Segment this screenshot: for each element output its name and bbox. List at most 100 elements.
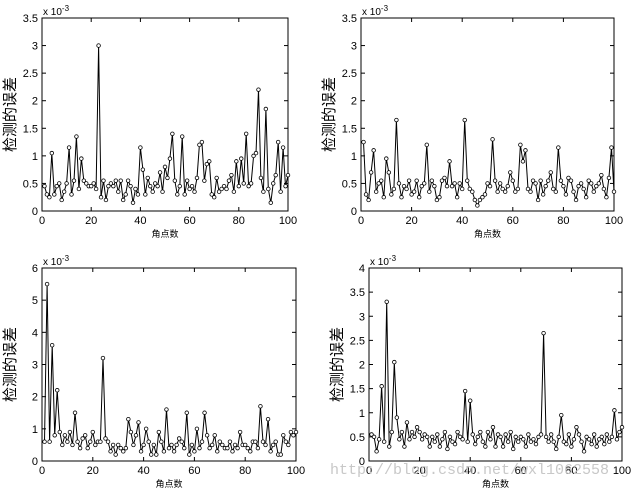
data-point (617, 429, 622, 435)
y-tick-label: 2 (351, 96, 357, 108)
data-point (561, 183, 566, 189)
data-point (440, 437, 445, 442)
data-point (563, 192, 569, 197)
y-tick-label: 1 (359, 408, 365, 420)
data-point (285, 172, 291, 178)
data-point (470, 189, 475, 194)
data-point (521, 437, 526, 442)
x-tick-label: 40 (137, 465, 149, 477)
y-tick-label: 3 (32, 360, 38, 372)
data-point (273, 439, 278, 444)
data-point (98, 195, 104, 200)
data-point (381, 195, 386, 200)
data-point (100, 355, 106, 361)
data-point (460, 186, 465, 192)
data-point (149, 452, 154, 457)
data-point (256, 87, 261, 92)
data-point (42, 439, 47, 444)
data-point (54, 183, 59, 189)
y-tick-label: 0.5 (23, 178, 38, 190)
data-point (106, 183, 111, 189)
data-point (531, 437, 536, 442)
data-point (177, 183, 182, 189)
data-point (283, 439, 289, 444)
data-point (546, 439, 551, 444)
plot-frame (41, 17, 289, 212)
data-point (234, 159, 239, 164)
data-point (465, 439, 470, 444)
data-point (215, 449, 220, 454)
data-point (583, 195, 589, 200)
data-point (429, 178, 435, 183)
data-point (77, 445, 83, 451)
data-point (165, 175, 170, 181)
y-tick-label: 5 (32, 295, 38, 307)
data-point (125, 178, 131, 183)
data-point (162, 164, 168, 170)
data-point (381, 439, 387, 444)
y-tick-label: 0 (351, 206, 357, 218)
x-tick-label: 20 (87, 465, 99, 477)
data-point (57, 181, 62, 186)
data-point (500, 444, 506, 449)
data-point (258, 175, 264, 181)
data-point (384, 299, 389, 304)
y-tick-label: 0.5 (350, 432, 365, 444)
data-point (224, 186, 229, 192)
data-point (376, 181, 381, 186)
data-point (47, 195, 52, 200)
data-point (278, 189, 283, 194)
data-point (601, 186, 607, 192)
x-tick-label: 20 (413, 465, 425, 477)
data-point (61, 189, 67, 194)
data-point (237, 429, 243, 435)
data-point (361, 139, 366, 145)
data-point (399, 195, 404, 200)
data-point (445, 446, 450, 452)
data-point (91, 181, 96, 186)
data-point (226, 178, 232, 183)
data-point (568, 178, 574, 183)
data-point (128, 183, 133, 189)
data-point (520, 159, 526, 164)
data-point (619, 425, 625, 430)
data-point (604, 195, 609, 200)
data-point (495, 432, 501, 437)
data-point (591, 432, 597, 437)
data-point (194, 426, 200, 432)
data-point (172, 178, 178, 183)
data-point (148, 183, 153, 189)
data-point (538, 432, 544, 437)
data-point (182, 192, 187, 197)
data-point (594, 444, 599, 449)
data-point (530, 178, 536, 183)
data-point (533, 181, 538, 186)
data-point (543, 434, 549, 440)
data-point (133, 433, 139, 438)
data-point (556, 145, 561, 150)
data-point (184, 178, 190, 183)
data-point (540, 192, 546, 197)
data-point (546, 178, 551, 183)
data-point (387, 444, 392, 449)
data-point (599, 172, 604, 178)
data-point (135, 192, 141, 197)
data-point (569, 444, 574, 449)
data-point (71, 178, 77, 183)
y-tick-label: 0.5 (342, 178, 357, 190)
data-point (161, 449, 167, 454)
data-point (379, 178, 384, 183)
data-point (363, 192, 369, 197)
data-point (160, 189, 165, 194)
data-point (194, 175, 200, 181)
data-point (404, 420, 410, 425)
data-point (442, 175, 447, 181)
data-point (151, 442, 156, 448)
data-point (427, 189, 432, 194)
y-tick-label: 0 (32, 206, 38, 218)
data-point (500, 186, 505, 192)
data-point (573, 197, 579, 203)
data-point (225, 445, 230, 451)
data-point (391, 186, 397, 192)
